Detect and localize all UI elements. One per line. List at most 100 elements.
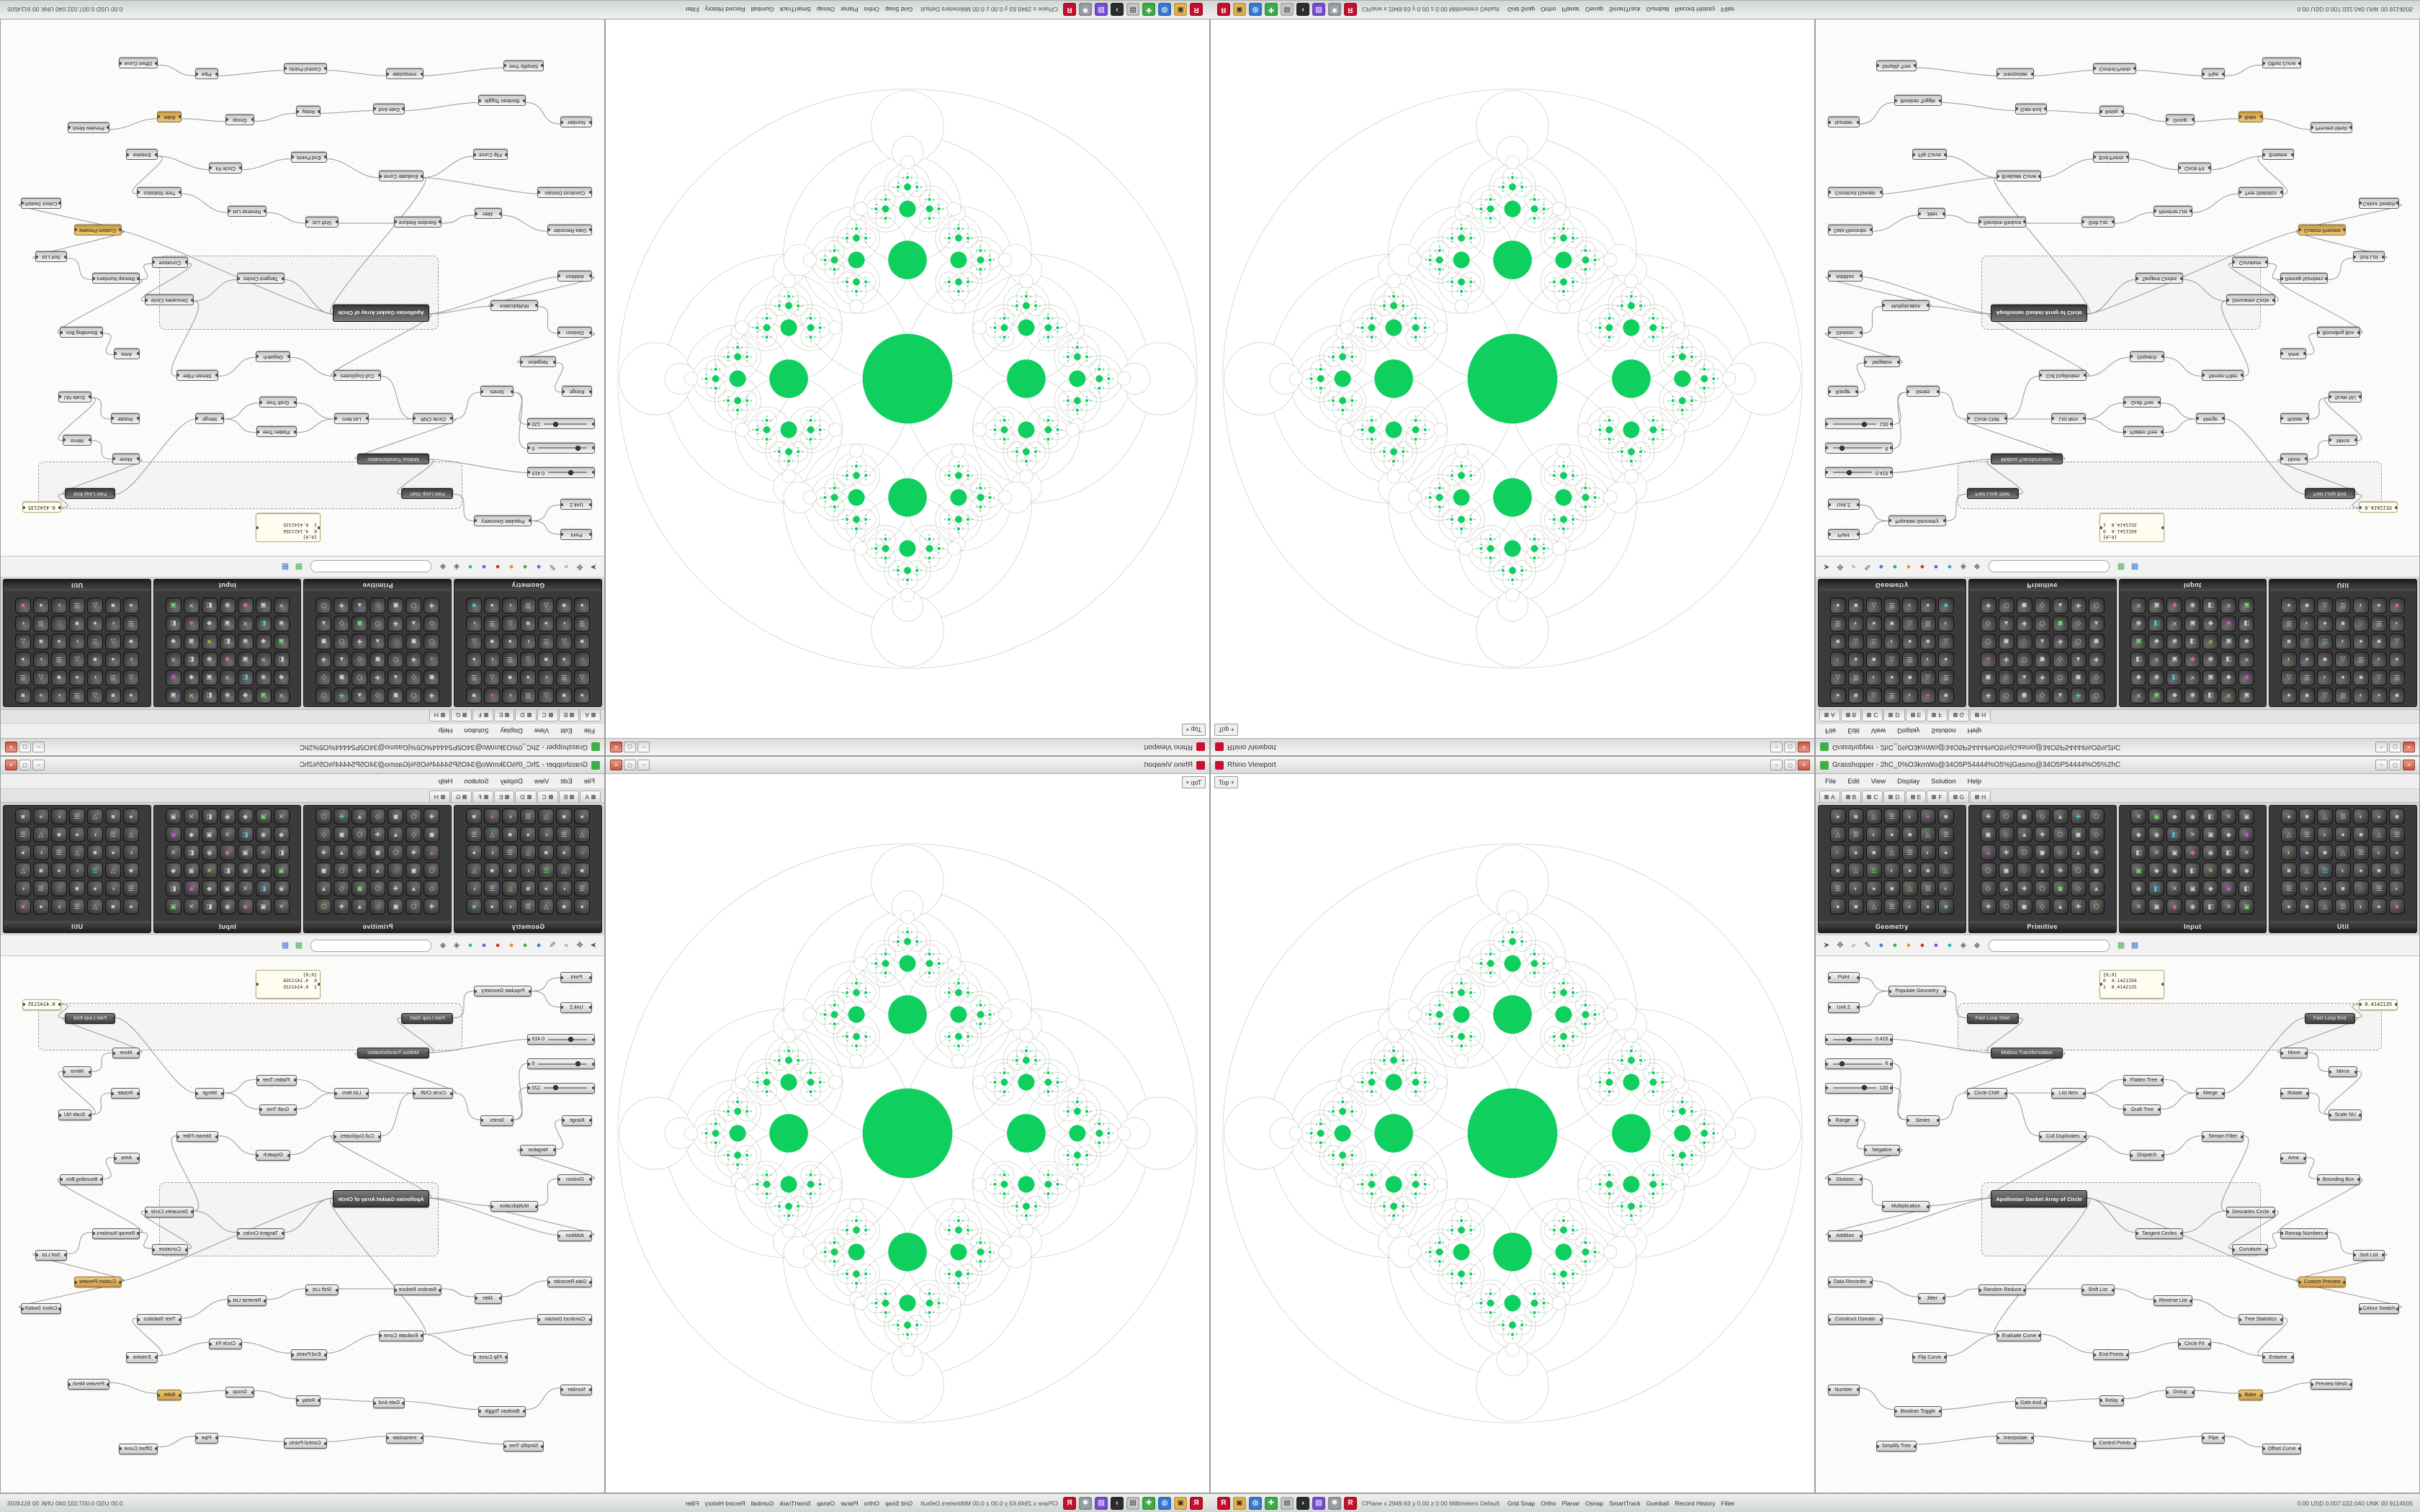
- component-icon[interactable]: ☰: [1865, 863, 1882, 878]
- component-icon[interactable]: ☰: [68, 688, 85, 703]
- component-icon[interactable]: ☰: [2281, 881, 2298, 896]
- menu-item-edit[interactable]: Edit: [560, 777, 573, 786]
- node-canvas[interactable]: Point Unit Z Populate Geometry 0.415 6 120 Ser…: [1, 956, 604, 1493]
- component-icon[interactable]: ◉: [273, 616, 290, 631]
- component-icon[interactable]: ●: [50, 634, 67, 649]
- gh-component-node[interactable]: Cull Duplicates: [333, 369, 381, 381]
- component-icon[interactable]: ✕: [237, 616, 254, 631]
- component-icon[interactable]: ✕: [2220, 598, 2237, 613]
- component-icon[interactable]: ■: [1847, 688, 1864, 703]
- status-toggle-gumball[interactable]: Gumball: [1646, 6, 1670, 14]
- component-icon[interactable]: ✚: [424, 809, 440, 824]
- gh-component-node[interactable]: Point: [1827, 972, 1860, 984]
- gh-component-node[interactable]: Fast Loop Start: [1966, 488, 2019, 500]
- close-button[interactable]: ✕: [1798, 742, 1810, 752]
- slider-track[interactable]: [538, 446, 588, 451]
- component-icon[interactable]: ◇: [315, 827, 332, 842]
- slider-knob[interactable]: [1839, 1061, 1845, 1066]
- component-icon[interactable]: ◐: [1847, 616, 1864, 631]
- browser-icon[interactable]: ◍: [1158, 3, 1171, 17]
- slider-track[interactable]: [544, 421, 588, 427]
- gh-component-node[interactable]: Shift List: [305, 1284, 339, 1296]
- wireframe-icon[interactable]: ◈: [453, 562, 460, 572]
- gh-component-node[interactable]: Relay: [2099, 1395, 2124, 1406]
- component-icon[interactable]: ●: [2371, 809, 2388, 824]
- category-tab-f[interactable]: F: [472, 791, 493, 802]
- component-icon[interactable]: ▣: [273, 634, 290, 649]
- component-icon[interactable]: ▣: [255, 688, 272, 703]
- component-icon[interactable]: ●: [1829, 809, 1846, 824]
- component-icon[interactable]: ◆: [2130, 670, 2147, 685]
- menu-item-view[interactable]: View: [1870, 726, 1886, 735]
- preview-teal-icon[interactable]: ●: [467, 562, 473, 572]
- component-icon[interactable]: ■: [1937, 598, 1954, 613]
- gh-component-node[interactable]: List Item: [334, 413, 369, 424]
- component-icon[interactable]: ☰: [50, 652, 67, 667]
- gh-component-node[interactable]: Populate Geometry: [474, 515, 532, 526]
- component-icon[interactable]: ▣: [237, 652, 254, 667]
- gh-component-node[interactable]: Preview Mesh: [67, 1379, 109, 1390]
- gh-component-node[interactable]: Gate And: [373, 103, 405, 114]
- component-icon[interactable]: ◼: [424, 827, 440, 842]
- pointer-icon[interactable]: ➤: [590, 940, 597, 950]
- preview-teal-icon[interactable]: ●: [1947, 940, 1953, 950]
- component-icon[interactable]: ●: [502, 863, 519, 878]
- gh-component-node[interactable]: Jitter: [1918, 1292, 1946, 1304]
- component-icon[interactable]: ☰: [68, 899, 85, 914]
- component-icon[interactable]: ■: [2389, 598, 2406, 613]
- gh-component-node[interactable]: Move: [112, 1048, 140, 1059]
- component-icon[interactable]: ◉: [2238, 827, 2255, 842]
- component-icon[interactable]: ◼: [2088, 634, 2105, 649]
- component-icon[interactable]: △: [32, 827, 49, 842]
- component-icon[interactable]: △: [538, 809, 555, 824]
- component-icon[interactable]: ●: [2281, 809, 2298, 824]
- component-icon[interactable]: ▲: [2052, 809, 2069, 824]
- gh-component-node[interactable]: Number: [1827, 1384, 1860, 1395]
- gh-component-node[interactable]: Negative: [519, 1144, 556, 1156]
- component-icon[interactable]: ◧: [219, 634, 236, 649]
- component-icon[interactable]: ◐: [1901, 809, 1918, 824]
- component-icon[interactable]: △: [1919, 827, 1936, 842]
- component-icon[interactable]: ◧: [2184, 863, 2201, 878]
- number-slider-node[interactable]: 6: [1824, 442, 1893, 454]
- component-icon[interactable]: ☰: [2335, 598, 2352, 613]
- component-icon[interactable]: ◉: [2184, 688, 2201, 703]
- gh-component-node[interactable]: Bounding Box: [2316, 1174, 2360, 1185]
- minimize-button[interactable]: –: [1770, 742, 1783, 752]
- component-icon[interactable]: ✕: [2238, 845, 2255, 860]
- preview-orange-icon[interactable]: ●: [1906, 562, 1912, 572]
- component-icon[interactable]: ◐: [466, 881, 483, 896]
- component-icon[interactable]: ⬠: [1998, 688, 2015, 703]
- category-tab-d[interactable]: D: [1883, 791, 1905, 802]
- component-icon[interactable]: ✕: [183, 899, 200, 914]
- gh-component-node[interactable]: 0.4142135: [22, 999, 61, 1010]
- export-grid-icon[interactable]: ▦: [295, 940, 303, 950]
- component-icon[interactable]: ▣: [201, 670, 218, 685]
- palette-label[interactable]: Geometry: [454, 580, 601, 591]
- component-icon[interactable]: △: [2389, 634, 2406, 649]
- gh-component-node[interactable]: Construct Domain: [537, 1314, 593, 1326]
- gh-component-node[interactable]: Descartes Circle: [145, 1206, 194, 1218]
- gh-component-node[interactable]: Boolean Toggle: [1894, 95, 1942, 107]
- component-icon[interactable]: ▣: [2220, 863, 2237, 878]
- component-icon[interactable]: ◇: [2088, 670, 2105, 685]
- component-icon[interactable]: ☰: [538, 863, 555, 878]
- component-icon[interactable]: ■: [104, 598, 121, 613]
- gh-component-node[interactable]: Flatten Tree: [256, 1074, 297, 1086]
- component-icon[interactable]: ●: [32, 809, 49, 824]
- pointer-icon[interactable]: ➤: [1823, 940, 1830, 950]
- gh-component-node[interactable]: Circle Fit: [209, 162, 243, 174]
- component-icon[interactable]: ⬠: [2016, 845, 2033, 860]
- component-icon[interactable]: ◐: [104, 616, 121, 631]
- gh-component-node[interactable]: Populate Geometry: [1888, 986, 1946, 997]
- component-icon[interactable]: ◆: [2238, 863, 2255, 878]
- component-icon[interactable]: △: [2371, 827, 2388, 842]
- component-icon[interactable]: ■: [2371, 634, 2388, 649]
- component-icon[interactable]: ▲: [351, 899, 368, 914]
- component-icon[interactable]: △: [2317, 809, 2334, 824]
- maximize-button[interactable]: ▢: [19, 742, 31, 752]
- slider-knob[interactable]: [568, 1036, 573, 1042]
- component-icon[interactable]: △: [122, 827, 139, 842]
- component-icon[interactable]: ⬠: [369, 881, 386, 896]
- gh-component-node[interactable]: Fast Loop End: [2304, 1012, 2355, 1024]
